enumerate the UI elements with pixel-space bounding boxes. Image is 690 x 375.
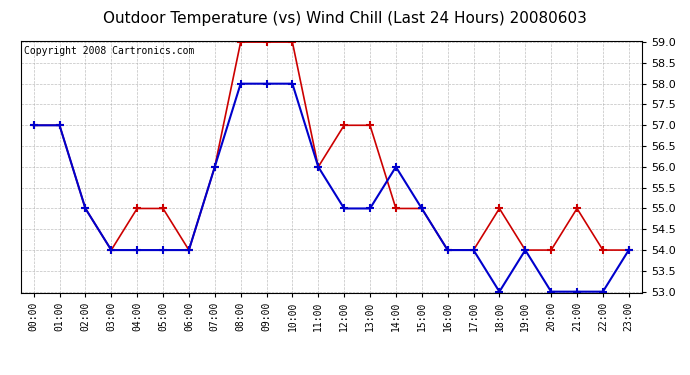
Text: Copyright 2008 Cartronics.com: Copyright 2008 Cartronics.com [23,46,194,56]
Text: Outdoor Temperature (vs) Wind Chill (Last 24 Hours) 20080603: Outdoor Temperature (vs) Wind Chill (Las… [103,11,587,26]
